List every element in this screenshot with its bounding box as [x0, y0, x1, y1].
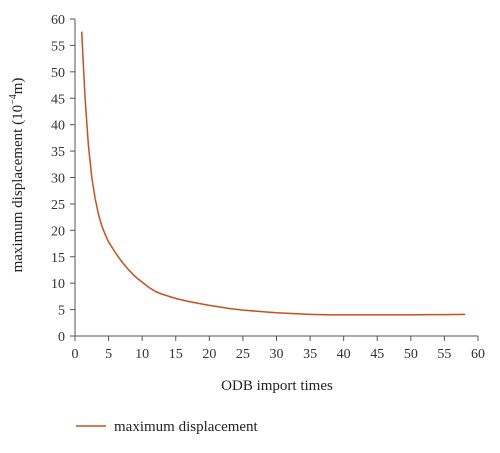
x-tick-label: 25	[236, 347, 250, 362]
y-tick-label: 25	[51, 198, 65, 213]
x-tick-label: 45	[370, 347, 384, 362]
y-tick-label: 50	[51, 66, 65, 81]
y-tick-label: 15	[51, 251, 65, 266]
x-tick-label: 10	[135, 347, 149, 362]
x-tick-label: 20	[202, 347, 216, 362]
x-tick-label: 60	[471, 347, 485, 362]
y-tick-label: 30	[51, 172, 65, 187]
axes	[74, 19, 478, 337]
x-tick-label: 55	[437, 347, 451, 362]
y-axis-title-main: maximum displacement (10	[10, 105, 26, 272]
x-tick-label: 30	[270, 347, 284, 362]
x-axis-ticks: 0 5 10 15 20 25 30 35 40 45 50 55 60	[72, 336, 485, 362]
y-axis-ticks: 0 5 10 15 20 25 30 35 40 45 50 55 60	[51, 13, 75, 345]
x-tick-label: 40	[337, 347, 351, 362]
y-tick-label: 5	[58, 304, 65, 319]
y-axis-title-unit: m)	[10, 78, 26, 95]
x-tick-label: 35	[303, 347, 317, 362]
x-tick-label: 15	[169, 347, 183, 362]
y-tick-label: 60	[51, 13, 65, 28]
plot-area	[80, 31, 466, 316]
x-tick-label: 5	[105, 347, 112, 362]
y-tick-label: 0	[58, 330, 65, 345]
legend: maximum displacement	[76, 419, 259, 435]
series-line	[80, 31, 466, 316]
y-tick-label: 10	[51, 277, 65, 292]
y-tick-label: 40	[51, 119, 65, 134]
y-tick-label: 45	[51, 92, 65, 107]
y-axis-title: maximum displacement (10−4m)	[8, 78, 26, 273]
y-tick-label: 20	[51, 224, 65, 239]
legend-label: maximum displacement	[114, 419, 259, 435]
y-axis-title-exponent: −4	[8, 94, 19, 105]
y-tick-label: 55	[51, 39, 65, 54]
x-tick-label: 0	[72, 347, 79, 362]
x-axis-title: ODB import times	[221, 378, 333, 394]
x-tick-label: 50	[404, 347, 418, 362]
y-tick-label: 35	[51, 145, 65, 160]
